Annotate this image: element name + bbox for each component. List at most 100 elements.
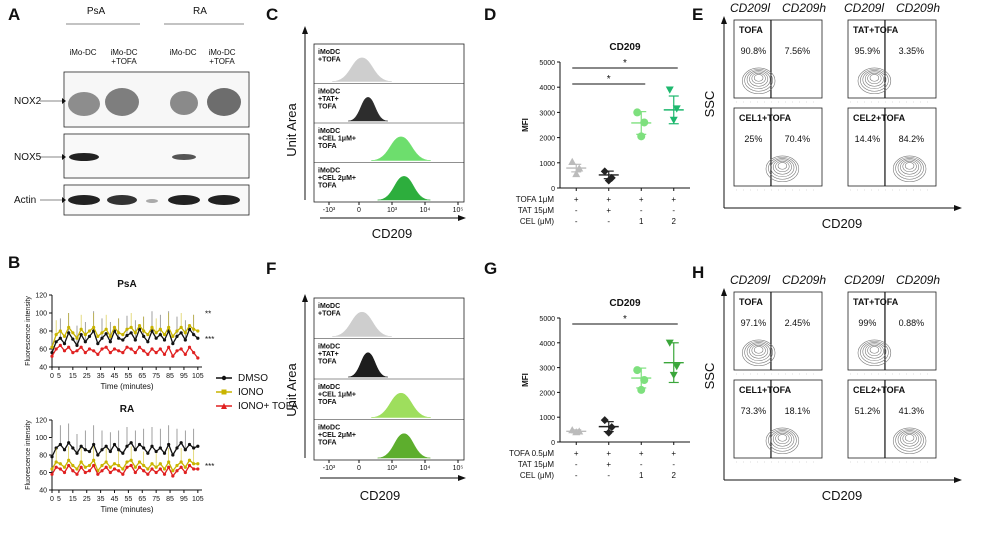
condition-value: - [575, 460, 578, 469]
condition-value: + [606, 195, 611, 204]
data-point [137, 324, 142, 328]
data-point [133, 470, 137, 475]
data-point [83, 340, 87, 344]
condition-label: CEL (μM) [520, 217, 554, 226]
data-point [196, 444, 200, 448]
group-label-psa: PsA [87, 6, 106, 17]
data-point [92, 458, 96, 462]
data-point [121, 333, 125, 337]
data-point [167, 442, 171, 447]
data-point [79, 444, 83, 448]
data-point [192, 467, 196, 471]
x-tick-label: 45 [111, 373, 119, 380]
column-header: CD209l [730, 273, 770, 287]
nox5-band-3 [172, 154, 196, 160]
condition-value: + [606, 460, 611, 469]
column-header: CD209l [844, 273, 884, 287]
track-label: iMoDC [318, 344, 340, 351]
condition-value: - [640, 206, 643, 215]
contour-line [902, 160, 917, 173]
track-label: iMoDC [318, 168, 340, 175]
contour-line [775, 160, 790, 173]
column-header: CD209l [730, 1, 770, 15]
x-axis-label: CD209 [822, 216, 862, 231]
condition-label: TOFA 1μM [516, 195, 555, 204]
left-gate-percent: 25% [744, 134, 762, 144]
data-point [146, 467, 150, 471]
blot-label-nox2: NOX2 [14, 96, 42, 107]
nox2-bands [68, 88, 241, 116]
y-tick-label: 60 [39, 347, 47, 354]
data-point [108, 351, 112, 355]
data-point [187, 324, 192, 328]
data-point [637, 132, 646, 141]
data-point [67, 331, 71, 335]
condition-value: - [607, 471, 610, 480]
data-point [158, 333, 162, 337]
data-point [96, 352, 100, 356]
contour-line [862, 70, 887, 90]
data-point [92, 349, 96, 353]
x-tick-label: 85 [166, 373, 174, 380]
x-tick-label: 25 [83, 496, 91, 503]
contour-line [753, 346, 764, 354]
data-point [604, 428, 613, 437]
data-point [158, 446, 162, 450]
data-point [196, 336, 200, 340]
data-point [83, 465, 87, 469]
data-point [196, 467, 200, 471]
y-tick-label: 40 [39, 488, 47, 495]
data-point [665, 86, 674, 94]
data-point [54, 460, 58, 464]
panel-letter-h: H [692, 263, 704, 282]
y-tick-label: 120 [35, 293, 47, 300]
data-point [183, 331, 187, 335]
panel-letter-f: F [266, 259, 276, 278]
contour-line [770, 158, 795, 178]
left-gate-percent: 90.8% [741, 46, 767, 56]
panel-letter-a: A [8, 5, 20, 24]
data-point [137, 465, 142, 469]
histogram-peak [371, 392, 431, 418]
x-tick-label: 25 [83, 373, 91, 380]
data-point [87, 329, 92, 333]
condition-label: TOFA 0.5μM [509, 449, 554, 458]
data-point [58, 329, 62, 333]
track-label: TOFA [318, 143, 337, 150]
data-point [67, 463, 71, 468]
data-point [112, 347, 117, 351]
contour-line [900, 431, 920, 447]
data-point [672, 105, 681, 113]
plot-label: CEL1+TOFA [739, 113, 792, 123]
y-tick-label: 0 [551, 186, 555, 193]
data-point [112, 442, 117, 447]
f-ylabel: Unit Area [284, 362, 299, 416]
lane-label-2: iMo-DC [110, 48, 137, 57]
data-point [171, 354, 175, 358]
contour-line [777, 434, 788, 442]
contour-line [867, 72, 882, 85]
panel-e: E CD209l CD209h CD209l CD209h SSC CD209 TOFA 90… [692, 1, 962, 231]
x-arrow [954, 477, 962, 483]
data-point [142, 349, 146, 353]
data-point [158, 327, 162, 331]
x-arrow [954, 205, 962, 211]
y-tick-label: 80 [39, 453, 47, 460]
contour-line [904, 162, 915, 170]
data-point [568, 426, 577, 434]
contour-line [904, 434, 915, 442]
data-point [187, 327, 192, 331]
data-point [50, 455, 54, 459]
y-tick-label: 2000 [539, 136, 555, 143]
f-xlabel: CD209 [360, 488, 400, 503]
data-point [146, 352, 150, 356]
data-point [672, 363, 681, 371]
y-tick-label: 1000 [539, 415, 555, 422]
blot-label-nox5: NOX5 [14, 152, 42, 163]
data-point [154, 351, 158, 355]
data-point [104, 327, 108, 331]
condition-value: 1 [639, 471, 644, 480]
data-point [137, 442, 142, 447]
data-point [179, 465, 183, 469]
